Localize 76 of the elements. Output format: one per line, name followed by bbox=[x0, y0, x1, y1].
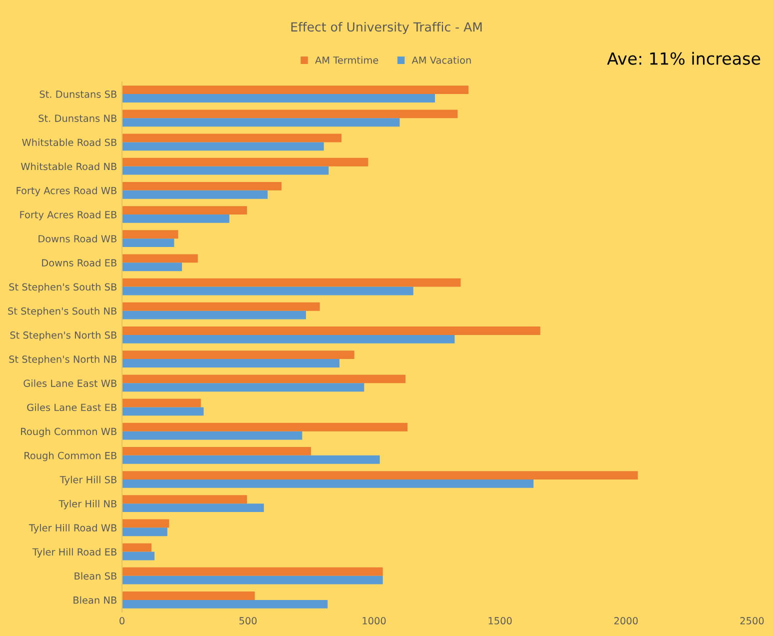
bar bbox=[122, 310, 306, 320]
bar bbox=[122, 230, 178, 239]
bar bbox=[122, 214, 230, 223]
bar bbox=[122, 455, 380, 464]
bar bbox=[122, 326, 540, 335]
legend-label: AM Termtime bbox=[315, 56, 378, 64]
bar bbox=[122, 422, 408, 432]
y-tick-label: Whitstable Road SB bbox=[22, 138, 116, 146]
bar bbox=[122, 383, 364, 392]
bar bbox=[122, 567, 383, 576]
y-tick-label: Forty Acres Road EB bbox=[20, 210, 116, 220]
bar bbox=[122, 495, 247, 504]
bar bbox=[122, 334, 455, 344]
y-tick-label: St Stephen's South NB bbox=[8, 307, 116, 317]
y-tick-label: Downs Road WB bbox=[38, 234, 116, 242]
bar bbox=[122, 206, 247, 214]
y-tick-label: Giles Lane East EB bbox=[27, 404, 116, 412]
bar bbox=[122, 278, 461, 287]
bar bbox=[122, 118, 400, 127]
bar bbox=[122, 407, 204, 416]
bar bbox=[122, 238, 174, 248]
y-tick-label: Downs Road EB bbox=[42, 258, 116, 267]
x-tick-label: 2500 bbox=[740, 617, 764, 624]
bar bbox=[122, 600, 328, 608]
x-tick-label: 0 bbox=[120, 617, 124, 624]
bar bbox=[122, 431, 302, 440]
y-tick-label: St. Dunstans NB bbox=[38, 114, 116, 122]
y-tick-label: St Stephen's South SB bbox=[9, 283, 116, 292]
bar bbox=[122, 302, 320, 311]
bar bbox=[122, 576, 383, 584]
chart-title: Effect of University Traffic - AM bbox=[291, 22, 482, 34]
y-tick-label: St Stephen's North NB bbox=[9, 355, 116, 365]
bar bbox=[122, 552, 155, 560]
y-tick-label: Tyler Hill Road WB bbox=[28, 524, 116, 534]
bar bbox=[122, 480, 534, 488]
y-tick-label: Giles Lane East WB bbox=[24, 379, 116, 387]
bar bbox=[122, 254, 198, 263]
bar bbox=[122, 398, 201, 408]
bar bbox=[122, 471, 638, 480]
bar bbox=[122, 374, 406, 384]
bar bbox=[122, 182, 282, 190]
y-tick-label: Tyler Hill SB bbox=[60, 476, 116, 486]
bar bbox=[122, 134, 342, 142]
y-tick-label: Tyler Hill NB bbox=[58, 500, 116, 510]
bar bbox=[122, 190, 268, 199]
bar bbox=[122, 94, 435, 102]
bar bbox=[122, 504, 264, 512]
bar bbox=[122, 359, 340, 368]
x-tick-label: 1000 bbox=[362, 617, 386, 624]
x-tick-label: 2000 bbox=[614, 617, 638, 624]
bar bbox=[122, 528, 168, 536]
y-tick-label: St Stephen's North SB bbox=[10, 331, 116, 341]
y-tick-label: Blean SB bbox=[74, 572, 116, 580]
y-tick-label: Forty Acres Road WB bbox=[16, 186, 116, 196]
bar bbox=[122, 519, 170, 528]
bar bbox=[122, 286, 414, 296]
bar bbox=[122, 86, 468, 94]
bar bbox=[122, 110, 458, 118]
x-tick-label: 500 bbox=[239, 617, 257, 624]
x-tick-label: 1500 bbox=[488, 617, 512, 624]
bar bbox=[122, 543, 152, 552]
y-tick-label: Blean NB bbox=[74, 596, 116, 604]
y-tick-label: Tyler Hill Road EB bbox=[32, 548, 116, 558]
bar bbox=[122, 446, 311, 456]
bar bbox=[122, 262, 182, 272]
text: Ave: 11% increase bbox=[607, 52, 760, 65]
bar bbox=[122, 350, 354, 360]
legend-label: AM Vacation bbox=[412, 56, 471, 64]
bar bbox=[122, 166, 329, 175]
bar bbox=[122, 158, 368, 166]
y-tick-label: St. Dunstans SB bbox=[40, 90, 116, 98]
bar bbox=[122, 142, 324, 151]
y-tick-label: Rough Common EB bbox=[24, 452, 116, 462]
y-tick-label: Rough Common WB bbox=[21, 428, 116, 438]
y-tick-label: Whitstable Road NB bbox=[20, 162, 116, 170]
bar bbox=[122, 592, 255, 600]
